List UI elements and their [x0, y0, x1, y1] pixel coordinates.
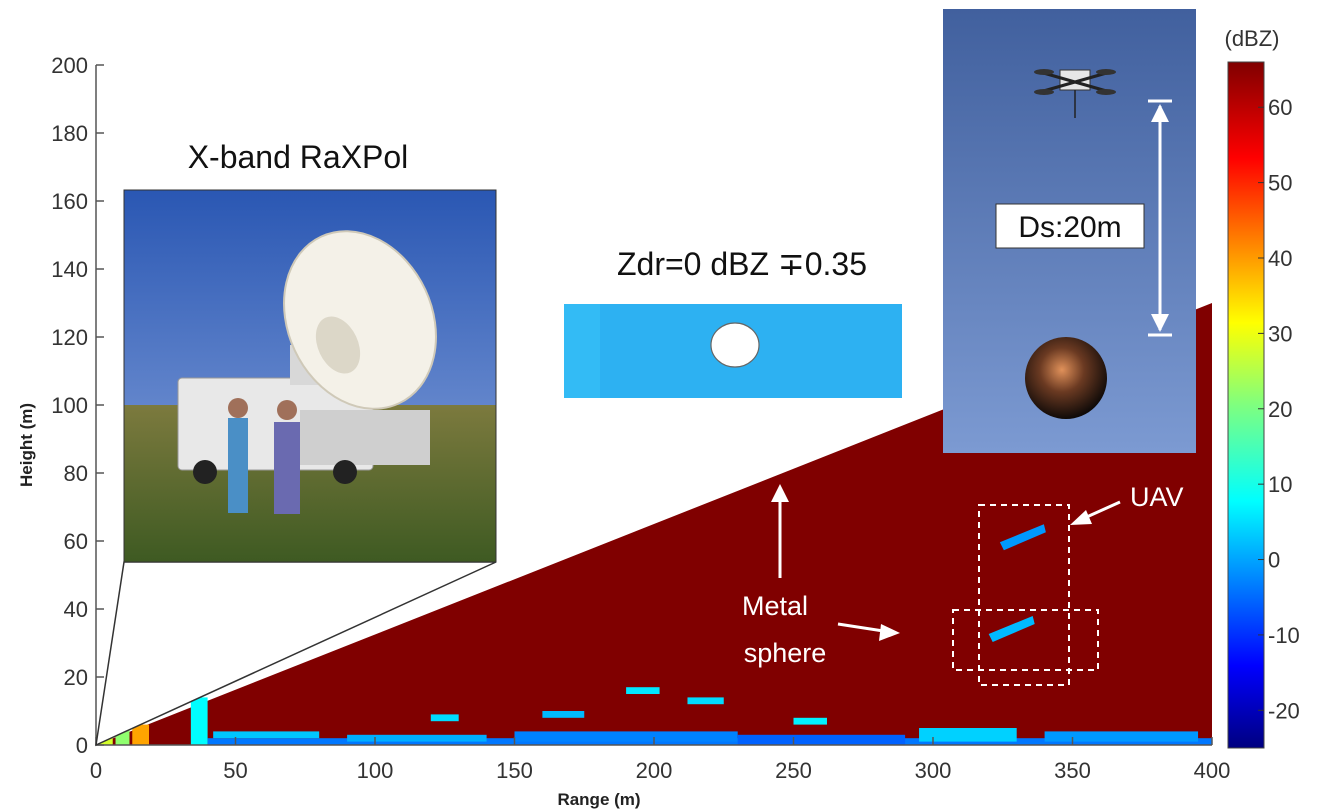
ds-label: Ds:20m — [1018, 211, 1121, 244]
clutter-cell — [542, 711, 585, 718]
x-tick-label: 350 — [1054, 758, 1091, 783]
radar-dish — [283, 230, 437, 410]
zdr-panel: Zdr=0 dBZ ∓0.35 — [564, 246, 902, 398]
colorbar-ticks: -20 -10 0 10 20 30 40 50 60 — [1258, 95, 1300, 723]
clutter-cell — [213, 731, 320, 739]
colorbar-tick-label: 20 — [1268, 397, 1292, 422]
targets — [988, 524, 1046, 642]
colorbar-label: (dBZ) — [1225, 26, 1280, 51]
x-tick-label: 200 — [636, 758, 673, 783]
uav-drone-icon — [1034, 69, 1116, 118]
x-axis-ticks: 0 50 100 150 200 250 300 350 400 — [90, 737, 1230, 783]
y-tick-label: 0 — [76, 733, 88, 758]
x-tick-label: 150 — [496, 758, 533, 783]
x-tick-label: 300 — [915, 758, 952, 783]
clutter-cell — [1044, 731, 1199, 742]
clutter-cell — [347, 734, 487, 742]
uav-target-echo — [999, 524, 1046, 551]
x-tick-label: 100 — [357, 758, 394, 783]
clutter-cell — [430, 714, 459, 722]
reflectivity-field — [96, 303, 1213, 745]
x-tick-label: 250 — [775, 758, 812, 783]
ds-label-box — [995, 203, 1145, 249]
clutter-cell — [793, 717, 827, 725]
photo-title: X-band RaXPol — [188, 139, 409, 175]
y-axis-ticks: 0 20 40 60 80 100 120 140 160 180 200 — [51, 53, 104, 758]
colorbar-tick-label: -10 — [1268, 623, 1300, 648]
y-tick-label: 40 — [64, 597, 88, 622]
y-tick-label: 120 — [51, 325, 88, 350]
colorbar-tick-label: 60 — [1268, 95, 1292, 120]
y-tick-label: 100 — [51, 393, 88, 418]
clutter-cell — [132, 724, 150, 745]
zdr-text: Zdr=0 dBZ ∓0.35 — [617, 246, 867, 282]
radar-sector — [96, 303, 1212, 745]
y-tick-label: 200 — [51, 53, 88, 78]
uav-dashed-box — [978, 504, 1070, 686]
colorbar-tick-label: 30 — [1268, 321, 1292, 346]
y-tick-label: 20 — [64, 665, 88, 690]
zdr-sphere — [710, 322, 760, 368]
sphere-label-line2: sphere — [744, 638, 827, 668]
metal-sphere-icon — [1025, 337, 1107, 419]
colorbar-tick-label: 50 — [1268, 171, 1292, 196]
y-tick-label: 60 — [64, 529, 88, 554]
y-tick-label: 80 — [64, 461, 88, 486]
x-tick-label: 0 — [90, 758, 102, 783]
x-tick-label: 400 — [1194, 758, 1231, 783]
uav-label: UAV — [1130, 482, 1184, 512]
sphere-dashed-box — [952, 609, 1099, 671]
clutter-cell — [919, 728, 1017, 742]
x-tick-label: 50 — [223, 758, 247, 783]
colorbar: (dBZ) -20 -10 0 10 20 30 40 50 60 — [1225, 26, 1300, 749]
axes: 0 50 100 150 200 250 300 350 400 0 20 40 60 80 100 120… — [17, 53, 1230, 809]
colorbar-tick-label: 10 — [1268, 472, 1292, 497]
clutter-cell — [190, 697, 208, 745]
clutter-cell — [626, 687, 660, 694]
colorbar-tick-label: 40 — [1268, 246, 1292, 271]
ground-clutter — [96, 687, 1213, 745]
colorbar-tick-label: 0 — [1268, 548, 1280, 573]
colorbar-gradient — [1227, 61, 1265, 749]
sphere-label-line1: Metal — [742, 591, 808, 621]
y-tick-label: 180 — [51, 121, 88, 146]
colorbar-tick-label: -20 — [1268, 698, 1300, 723]
x-axis-label: Range (m) — [557, 790, 640, 809]
y-tick-label: 140 — [51, 257, 88, 282]
clutter-cell — [687, 697, 724, 705]
uav-sphere-photo: Ds:20m — [943, 9, 1196, 453]
y-axis-label: Height (m) — [17, 403, 36, 487]
radar-truck-photo: X-band RaXPol — [95, 139, 497, 747]
y-tick-label: 160 — [51, 189, 88, 214]
sphere-target-echo — [988, 616, 1035, 642]
clutter-cell — [737, 734, 906, 745]
field-annotations: Metal sphere UAV — [742, 482, 1184, 686]
clutter-cell — [514, 731, 738, 742]
